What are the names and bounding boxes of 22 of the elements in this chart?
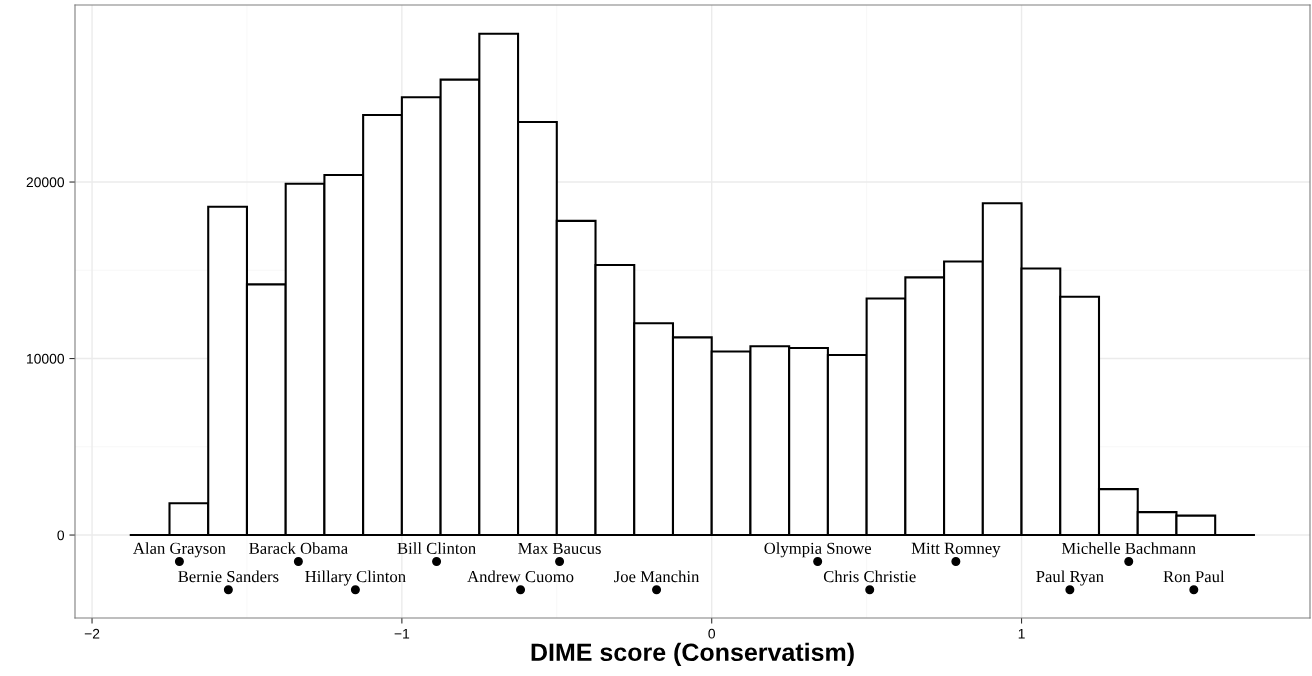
data-label: Barack Obama <box>249 542 348 554</box>
y-tick-label: 20000 <box>26 177 65 188</box>
data-label: Joe Manchin <box>614 570 700 583</box>
x-tick-label: −1 <box>394 628 410 639</box>
data-label: Bill Clinton <box>397 542 476 554</box>
x-tick-label: −2 <box>84 628 100 639</box>
y-tick-label: 0 <box>57 530 65 541</box>
data-label: Alan Grayson <box>133 542 226 558</box>
data-label: Hillary Clinton <box>305 570 406 586</box>
data-label: Bernie Sanders <box>178 570 279 583</box>
data-label: Max Baucus <box>518 542 601 554</box>
y-tick-label: 10000 <box>27 353 65 364</box>
x-tick-label: 0 <box>708 628 716 639</box>
data-label: Paul Ryan <box>1036 570 1104 586</box>
data-label: Andrew Cuomo <box>467 570 574 583</box>
x-axis-title: DIME score (Conservatism) <box>531 642 854 667</box>
x-tick-label: 1 <box>1018 628 1025 639</box>
data-label: Mitt Romney <box>911 542 1001 558</box>
data-label: Olympia Snowe <box>764 542 872 558</box>
data-label: Chris Christie <box>823 570 916 583</box>
data-label: Ron Paul <box>1163 570 1225 583</box>
data-label: Michelle Bachmann <box>1061 542 1196 554</box>
